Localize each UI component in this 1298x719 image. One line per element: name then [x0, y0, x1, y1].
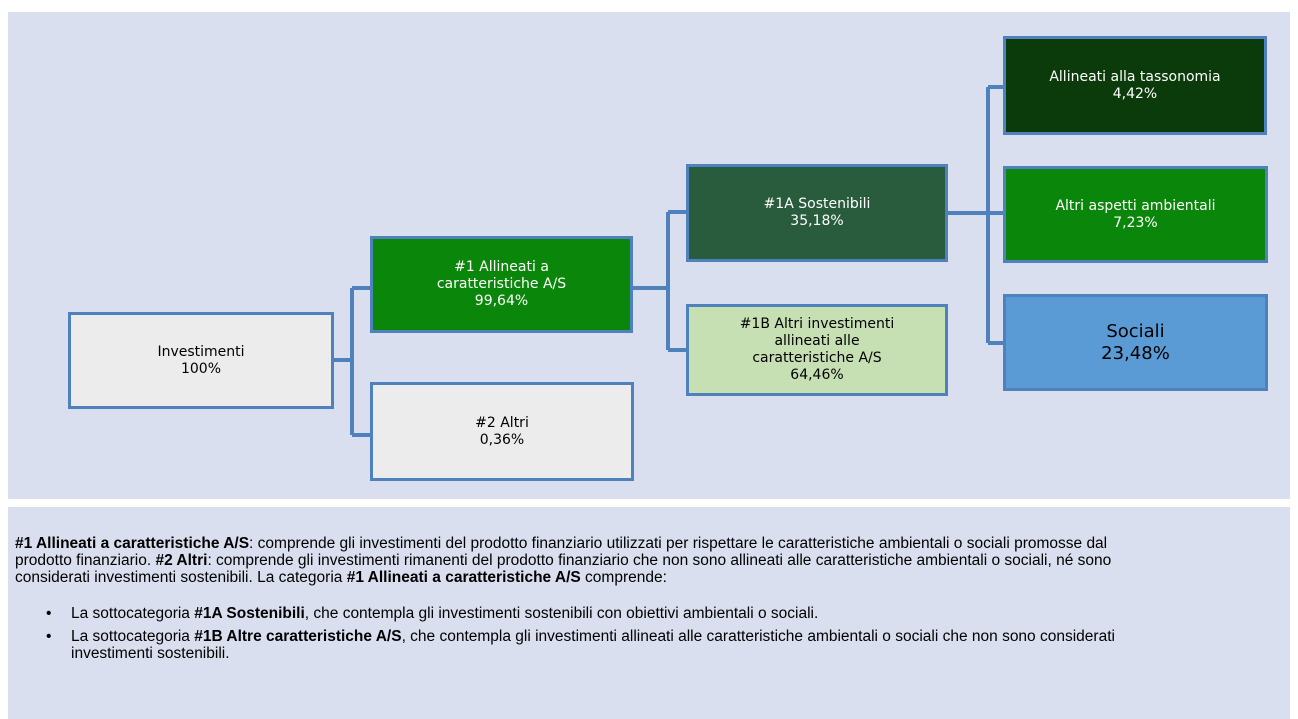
node-text: #1 Allineati a — [454, 259, 549, 275]
node: #1A Sostenibili 35,18% — [686, 164, 948, 262]
node-text: #1A Sostenibili — [763, 196, 871, 212]
node-text: 0,36% — [479, 431, 525, 448]
node-text: #1B Altri investimenti — [739, 316, 895, 332]
connector — [948, 85, 1003, 345]
node-text: caratteristiche A/S — [752, 350, 882, 366]
diagram-panel: Investimenti 100% #1 Allineati a caratteris… — [8, 12, 1290, 499]
bold-term: #1 Allineati a caratteristiche A/S — [346, 569, 581, 586]
node: Altri aspetti ambientali 7,23% — [1003, 166, 1268, 263]
node-text: Sociali — [1106, 320, 1165, 342]
text: comprende: — [580, 569, 667, 586]
bold-term: #1 Allineati a caratteristiche A/S — [15, 535, 250, 552]
node-text: Altri aspetti ambientali — [1055, 197, 1216, 214]
text: La sottocategoria — [71, 628, 195, 645]
text: La sottocategoria — [71, 605, 195, 622]
node: Investimenti 100% — [68, 312, 334, 409]
node: #1B Altri investimenti allineati alle cara… — [686, 304, 948, 396]
node-text: 35,18% — [790, 213, 844, 229]
node-text: 100% — [180, 360, 222, 377]
bullet-item: La sottocategoria #1B Altre caratteristi… — [8, 628, 1151, 662]
description-paragraph: #1 Allineati a caratteristiche A/S: comp… — [15, 535, 1165, 586]
node-text: caratteristiche A/S — [436, 276, 567, 292]
node-text: 64,46% — [790, 367, 844, 383]
node-text: Investimenti — [157, 343, 245, 360]
bold-term: #2 Altri — [155, 552, 208, 569]
connector — [334, 286, 370, 437]
text: , che contempla gli investimenti sosteni… — [304, 605, 819, 622]
node-text: 4,42% — [1112, 85, 1158, 102]
bold-term: #1B Altre caratteristiche A/S — [194, 628, 402, 645]
description: #1 Allineati a caratteristiche A/S: comp… — [8, 507, 1290, 719]
node: Allineati alla tassonomia 4,42% — [1003, 36, 1267, 135]
node-text: 7,23% — [1113, 214, 1158, 231]
node-text: allineati alle — [774, 333, 860, 349]
bullet-item: La sottocategoria #1A Sostenibili, che c… — [8, 605, 1151, 622]
text: , che contempla gli investimenti allinea… — [71, 628, 1115, 662]
node-text: Allineati alla tassonomia — [1049, 68, 1221, 85]
node: Sociali 23,48% — [1003, 294, 1268, 391]
text: : comprende gli investimenti rimanenti d… — [15, 552, 1112, 586]
connectors — [334, 85, 1003, 437]
node: #1 Allineati a caratteristiche A/S 99,64% — [370, 236, 633, 333]
bold-term: #1A Sostenibili — [194, 605, 305, 622]
node-text: 99,64% — [474, 293, 529, 309]
bullet-list: La sottocategoria #1A Sostenibili, che c… — [8, 605, 1208, 668]
connector — [633, 210, 686, 352]
node-text: 23,48% — [1101, 342, 1170, 364]
node: #2 Altri 0,36% — [370, 382, 634, 481]
node-text: #2 Altri — [475, 414, 529, 431]
text: : comprende gli investimenti del prodott… — [15, 535, 1108, 569]
